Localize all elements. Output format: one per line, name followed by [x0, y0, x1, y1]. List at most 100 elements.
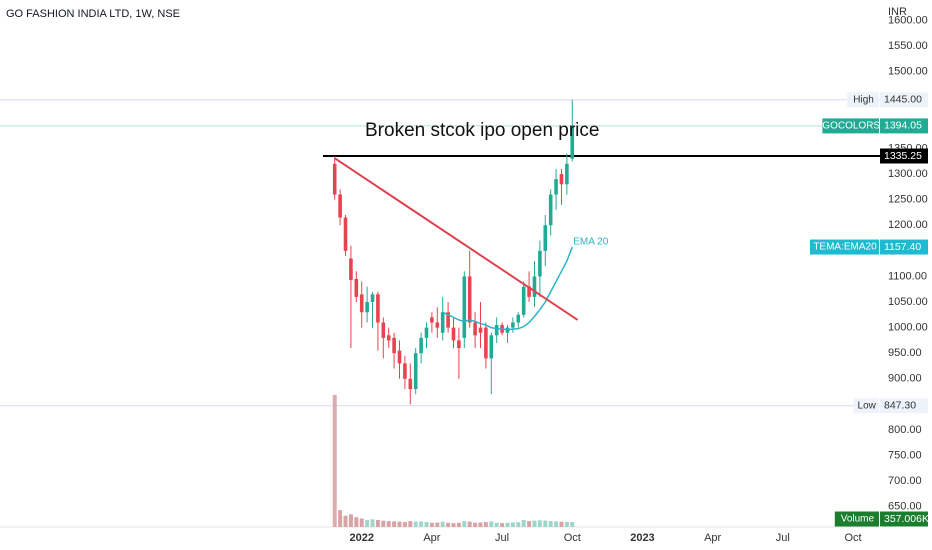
candle-body [349, 258, 353, 281]
marker-name-box [822, 118, 879, 134]
candle-body [473, 322, 477, 336]
candle-body [381, 322, 386, 338]
candle-body [392, 337, 396, 354]
volume-bar [354, 517, 359, 527]
y-tick-label: 1200.00 [888, 219, 928, 231]
candle-body [451, 327, 456, 341]
annotation: Broken stcok ipo open price [365, 120, 599, 141]
volume-bar [359, 518, 364, 527]
y-tick-label: 650.00 [888, 501, 922, 513]
volume-value: 357.006K [884, 513, 929, 525]
candle-body [467, 276, 472, 323]
volume-bar [370, 519, 375, 527]
volume-bar [510, 522, 515, 527]
marker-name-box [810, 239, 879, 255]
candle-body [408, 378, 413, 390]
y-tick-label: 1300.00 [888, 168, 928, 180]
candle-body [554, 179, 558, 195]
candle-body [532, 276, 537, 297]
x-tick-label: Oct [564, 532, 581, 544]
volume-bar [435, 522, 440, 527]
candle-body [359, 294, 364, 313]
volume-bar [500, 523, 505, 527]
candle-body [376, 294, 380, 323]
y-tick-label: 1100.00 [888, 270, 927, 282]
volume-bar [392, 521, 397, 527]
currency: INR [888, 6, 907, 18]
volume-bar [554, 521, 559, 527]
volume-bar [365, 519, 370, 527]
marker-name-box [853, 398, 879, 414]
x-tick-label: 2022 [349, 532, 373, 544]
candle-body [419, 337, 423, 354]
volume-bar [548, 521, 553, 527]
volume-bar [521, 519, 526, 527]
x-tick-label: 2023 [630, 532, 654, 544]
volume-bar [424, 522, 429, 527]
volume-bar [467, 521, 472, 527]
marker-value: 1394.05 [884, 120, 922, 132]
marker-name: TEMA:EMA20 [813, 242, 877, 253]
x-tick-label: Apr [704, 532, 721, 544]
x-tick-label: Jul [495, 532, 509, 544]
candle-body [370, 294, 375, 303]
volume-bar [338, 510, 343, 527]
marker-name: High [853, 94, 874, 105]
y-tick-label: 900.00 [888, 373, 922, 385]
marker-value-box [880, 92, 928, 108]
volume-bar [348, 514, 353, 527]
volume-bar [564, 521, 569, 527]
candle-body [365, 302, 369, 313]
candle-body [354, 278, 359, 297]
candle-body [543, 225, 548, 251]
volume-bar [494, 522, 499, 527]
volume-bar [440, 521, 445, 527]
ema-line [442, 246, 573, 331]
marker-value: 1157.40 [884, 241, 921, 253]
volume-bar [478, 522, 483, 527]
volume-bar [429, 522, 434, 527]
x-tick-label: Jul [776, 532, 790, 544]
candle-body [527, 286, 531, 297]
volume-bar [473, 522, 478, 527]
marker-value-box [880, 148, 928, 164]
trend-line [334, 157, 579, 321]
volume-value-box [880, 511, 928, 527]
volume-bar [408, 521, 413, 527]
candle-body [332, 163, 337, 195]
candle-body [559, 174, 564, 185]
candle-body [565, 163, 569, 185]
volume-bar [386, 521, 391, 527]
y-tick-label: 1250.00 [888, 194, 928, 206]
marker-name-box [847, 92, 879, 108]
y-tick-label: 700.00 [888, 475, 922, 487]
marker-value-box [880, 398, 928, 414]
y-tick-label: 950.00 [888, 347, 922, 359]
y-tick-label: 1000.00 [888, 322, 928, 334]
volume-bar [413, 521, 418, 527]
candle-body [440, 312, 445, 333]
marker-name: Low [858, 400, 877, 411]
candle-body [548, 194, 553, 226]
candle-body [338, 194, 342, 218]
candle-body [489, 335, 494, 359]
volume-bar [451, 523, 456, 527]
volume-bar [516, 522, 521, 527]
volume-bar [375, 519, 380, 527]
volume-bar [489, 521, 494, 527]
candle-body [521, 286, 526, 315]
marker-value: 1335.25 [884, 150, 922, 162]
volume-bar [446, 522, 451, 527]
volume-bar [532, 520, 537, 527]
candle-body [494, 325, 499, 336]
candle-body [435, 322, 440, 328]
y-tick-label: 1500.00 [888, 66, 928, 78]
volume-name-box [834, 511, 879, 527]
volume-bar [402, 522, 407, 527]
volume-bar [462, 521, 467, 527]
y-tick-label: 750.00 [888, 449, 922, 461]
candle-body [570, 125, 575, 159]
candle-body [343, 217, 348, 251]
